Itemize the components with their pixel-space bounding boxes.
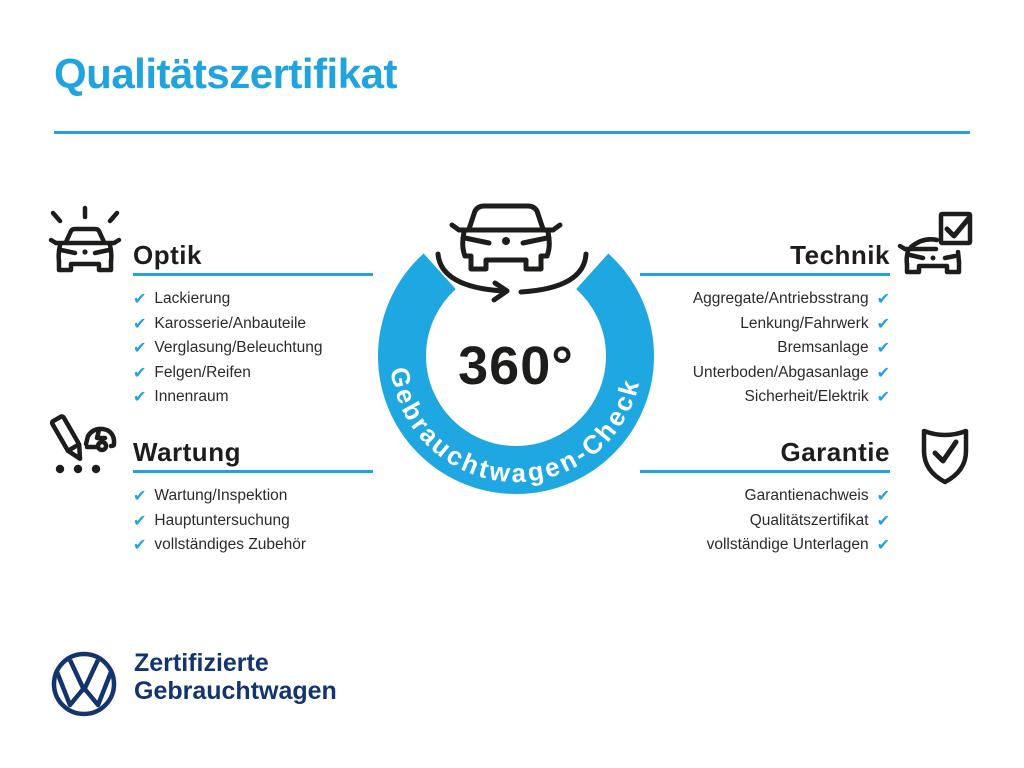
list-item: ✔ Hauptuntersuchung: [133, 509, 373, 534]
list-item-label: Lackierung: [154, 290, 231, 308]
list-item: ✔ Verglasung/Beleuchtung: [133, 336, 373, 361]
section-optik: Optik ✔ Lackierung ✔ Karosserie/Anbauteile…: [133, 240, 373, 410]
section-garantie-list: ✔ Garantienachweis ✔ Qualitätszertifikat ✔…: [640, 484, 890, 558]
list-item-label: Lenkung/Fahrwerk: [740, 314, 869, 332]
list-item-label: Verglasung/Beleuchtung: [154, 339, 323, 357]
check-icon: ✔: [133, 338, 147, 358]
list-item-label: Innenraum: [154, 388, 229, 406]
list-item: ✔ Innenraum: [133, 385, 373, 410]
check-icon: ✔: [876, 289, 890, 309]
list-item-label: Garantienachweis: [744, 487, 869, 505]
degree-label: 360°: [458, 336, 574, 396]
list-item: ✔ Felgen/Reifen: [133, 361, 373, 386]
section-technik-title: Technik: [640, 240, 890, 276]
check-icon: ✔: [876, 535, 890, 555]
section-wartung-list: ✔ Wartung/Inspektion ✔ Hauptuntersuchung ✔…: [133, 484, 373, 558]
list-item-label: Wartung/Inspektion: [154, 487, 288, 505]
section-optik-list: ✔ Lackierung ✔ Karosserie/Anbauteile ✔ Verg…: [133, 287, 373, 410]
check-icon: ✔: [133, 387, 147, 407]
check-icon: ✔: [133, 535, 147, 555]
car-360-icon: [435, 203, 589, 303]
check-icon: ✔: [133, 362, 147, 382]
brand-text: Zertifizierte Gebrauchtwagen: [134, 649, 337, 705]
list-item: ✔ Bremsanlage: [640, 336, 890, 361]
section-technik: Technik ✔ Aggregate/Antriebsstrang ✔ Lenku…: [640, 240, 890, 410]
list-item: ✔ Qualitätszertifikat: [640, 509, 890, 534]
brand-line-2: Gebrauchtwagen: [134, 677, 337, 705]
list-item-label: vollständiges Zubehör: [154, 536, 307, 554]
list-item: ✔ Sicherheit/Elektrik: [640, 385, 890, 410]
list-item: ✔ Unterboden/Abgasanlage: [640, 361, 890, 386]
list-item: ✔ Garantienachweis: [640, 484, 890, 509]
list-item: ✔ Wartung/Inspektion: [133, 484, 373, 509]
shield-check-icon: [921, 428, 969, 485]
list-item-label: Felgen/Reifen: [154, 363, 251, 381]
section-technik-list: ✔ Aggregate/Antriebsstrang ✔ Lenkung/Fahrw…: [640, 287, 890, 410]
title-divider: [54, 131, 970, 134]
list-item-label: Hauptuntersuchung: [154, 511, 290, 529]
check-icon: ✔: [876, 387, 890, 407]
section-optik-title: Optik: [133, 240, 373, 276]
brand-line-1: Zertifizierte: [134, 649, 269, 677]
list-item: ✔ Aggregate/Antriebsstrang: [640, 287, 890, 312]
list-item-label: Bremsanlage: [777, 339, 869, 357]
check-icon: ✔: [876, 313, 890, 333]
check-icon: ✔: [876, 510, 890, 530]
section-garantie-title: Garantie: [640, 437, 890, 473]
list-item: ✔ vollständiges Zubehör: [133, 533, 373, 558]
check-icon: ✔: [876, 486, 890, 506]
list-item-label: vollständige Unterlagen: [706, 536, 869, 554]
section-wartung-title: Wartung: [133, 437, 373, 473]
car-checkbox-icon: [897, 211, 973, 275]
list-item: ✔ Lenkung/Fahrwerk: [640, 312, 890, 337]
check-icon: ✔: [876, 338, 890, 358]
section-wartung: Wartung ✔ Wartung/Inspektion ✔ Hauptunters…: [133, 437, 373, 558]
vw-logo: [51, 651, 117, 717]
list-item-label: Qualitätszertifikat: [749, 511, 869, 529]
check-icon: ✔: [133, 486, 147, 506]
check-icon: ✔: [133, 313, 147, 333]
car-shine-icon: [48, 205, 122, 273]
check-icon: ✔: [133, 289, 147, 309]
list-item-label: Sicherheit/Elektrik: [744, 388, 869, 406]
list-item: ✔ Lackierung: [133, 287, 373, 312]
list-item: ✔ Karosserie/Anbauteile: [133, 312, 373, 337]
list-item-label: Karosserie/Anbauteile: [154, 314, 307, 332]
list-item-label: Aggregate/Antriebsstrang: [692, 290, 869, 308]
check-icon: ✔: [133, 510, 147, 530]
service-checklist-icon: [49, 414, 117, 474]
list-item: ✔ vollständige Unterlagen: [640, 533, 890, 558]
list-item-label: Unterboden/Abgasanlage: [692, 363, 869, 381]
section-garantie: Garantie ✔ Garantienachweis ✔ Qualitätszer…: [640, 437, 890, 558]
check-icon: ✔: [876, 362, 890, 382]
page-title: Qualitätszertifikat: [54, 50, 397, 97]
